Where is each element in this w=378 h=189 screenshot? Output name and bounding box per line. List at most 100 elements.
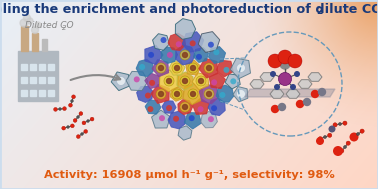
Circle shape [304,98,310,105]
Circle shape [356,132,359,136]
Polygon shape [230,58,251,79]
Circle shape [343,121,347,125]
Circle shape [161,37,167,43]
Polygon shape [260,73,274,81]
Text: Diluted CO: Diluted CO [25,22,74,30]
Circle shape [198,78,203,84]
Circle shape [208,116,214,122]
Circle shape [196,54,202,60]
Polygon shape [176,45,195,65]
Circle shape [116,77,125,85]
Polygon shape [42,39,47,51]
Circle shape [166,78,172,84]
Circle shape [279,73,291,85]
Polygon shape [177,72,193,90]
Circle shape [333,123,337,127]
Circle shape [23,15,31,22]
Polygon shape [32,33,38,51]
Polygon shape [30,77,36,83]
Circle shape [180,50,190,60]
Circle shape [90,117,94,121]
Circle shape [62,126,65,130]
Polygon shape [111,72,129,91]
Polygon shape [170,87,184,101]
Circle shape [87,120,89,122]
Circle shape [189,115,195,121]
Polygon shape [199,58,218,78]
Polygon shape [183,83,203,105]
Circle shape [35,22,41,28]
Polygon shape [298,80,312,88]
Circle shape [316,137,324,145]
Circle shape [139,64,145,70]
Polygon shape [21,26,28,51]
Circle shape [188,89,198,99]
Circle shape [149,80,155,86]
Circle shape [196,76,206,86]
Polygon shape [208,98,225,115]
Circle shape [147,106,153,112]
Circle shape [173,116,179,122]
Polygon shape [39,77,45,83]
Circle shape [71,100,73,102]
Polygon shape [145,73,160,89]
Circle shape [206,66,212,70]
Circle shape [81,133,84,135]
Circle shape [319,88,325,95]
Circle shape [360,129,364,133]
Circle shape [237,90,245,98]
Polygon shape [169,61,185,75]
Circle shape [223,67,229,73]
Circle shape [208,42,214,48]
Polygon shape [233,87,248,102]
Polygon shape [192,73,209,90]
Circle shape [73,119,77,122]
Circle shape [145,93,151,98]
Circle shape [198,106,204,112]
Polygon shape [145,45,163,64]
Polygon shape [151,84,169,104]
Circle shape [175,91,180,97]
Circle shape [296,101,304,108]
Circle shape [352,135,356,139]
Circle shape [20,19,28,27]
Polygon shape [182,32,204,52]
Circle shape [77,116,79,118]
Circle shape [59,108,61,110]
Circle shape [271,105,279,112]
Circle shape [278,50,292,64]
Circle shape [270,71,276,77]
Circle shape [166,105,172,111]
Circle shape [230,78,236,84]
Circle shape [220,92,225,98]
Circle shape [268,54,282,68]
Circle shape [79,112,83,115]
Polygon shape [178,100,193,115]
Circle shape [311,91,319,98]
Text: Activity: 16908 μmol h⁻¹ g⁻¹, selectivity: 98%: Activity: 16908 μmol h⁻¹ g⁻¹, selectivit… [43,170,335,180]
Circle shape [180,102,190,112]
Polygon shape [48,90,54,96]
Polygon shape [21,64,27,70]
Circle shape [237,64,245,73]
Circle shape [180,76,190,86]
Circle shape [183,78,187,84]
Text: 2: 2 [316,7,323,16]
Circle shape [344,146,347,149]
Circle shape [63,107,67,111]
Text: 2: 2 [62,25,67,30]
Polygon shape [21,90,27,96]
Polygon shape [175,19,196,39]
Polygon shape [48,77,54,83]
Polygon shape [178,126,192,140]
Circle shape [176,41,182,47]
Polygon shape [216,60,233,77]
Circle shape [31,26,39,33]
Circle shape [68,103,72,107]
Circle shape [204,63,214,73]
Circle shape [134,76,140,82]
Polygon shape [161,47,178,64]
Circle shape [274,84,280,90]
Polygon shape [162,101,176,113]
Circle shape [288,54,302,68]
